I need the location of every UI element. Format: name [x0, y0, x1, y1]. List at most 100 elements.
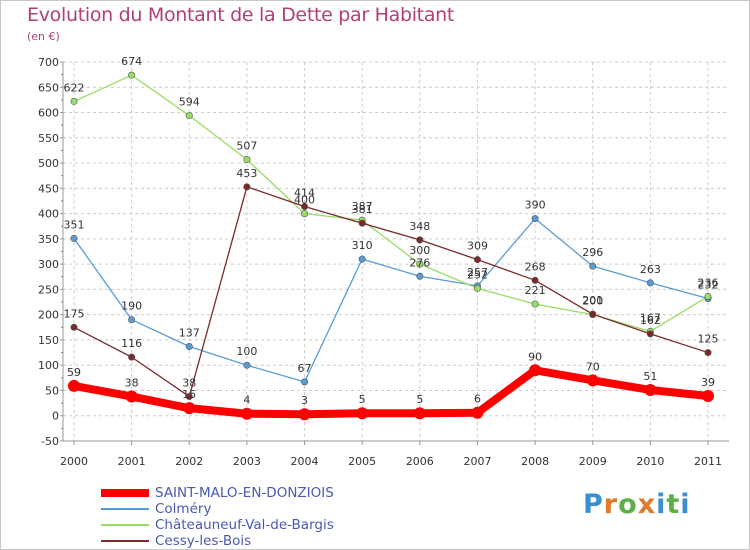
y-tick-label: 500 [38, 157, 59, 170]
data-label: 116 [121, 337, 142, 350]
data-point [471, 406, 484, 419]
x-tick-label: 2011 [694, 455, 722, 468]
data-label: 400 [294, 194, 315, 207]
data-label: 351 [64, 218, 85, 231]
data-point [416, 236, 424, 244]
data-label: 38 [125, 377, 139, 390]
data-point [589, 262, 597, 270]
data-point [704, 349, 712, 357]
data-point [185, 343, 193, 351]
data-point [702, 390, 714, 403]
data-label: 200 [582, 295, 603, 308]
data-point [185, 112, 193, 120]
logo-letter: o [618, 489, 638, 520]
logo-letter: P [583, 489, 604, 520]
x-tick-label: 2009 [579, 455, 607, 468]
x-tick-label: 2005 [348, 455, 376, 468]
y-tick-label: 100 [38, 359, 59, 372]
grid [63, 61, 729, 442]
data-label: 252 [467, 268, 488, 281]
data-point [243, 183, 251, 191]
y-tick-label: 150 [38, 334, 59, 347]
data-point [529, 364, 542, 377]
data-label: 221 [525, 284, 546, 297]
legend-item: Châteauneuf-Val-de-Bargis [101, 517, 421, 533]
data-point [416, 272, 424, 280]
data-point [68, 379, 80, 392]
data-point [70, 97, 78, 105]
data-label: 137 [179, 327, 200, 340]
logo-letter: i [656, 489, 667, 520]
legend-swatch [101, 524, 149, 526]
chart-subtitle: (en €) [27, 30, 60, 43]
x-tick-label: 2000 [60, 455, 88, 468]
data-label: 453 [236, 167, 257, 180]
x-tick-label: 2002 [175, 455, 203, 468]
data-point [70, 323, 78, 331]
data-point [183, 402, 196, 415]
x-tick-label: 2008 [521, 455, 549, 468]
legend-swatch [101, 489, 149, 497]
logo-letter: i [680, 489, 691, 520]
y-tick-label: 350 [38, 233, 59, 246]
data-point [531, 300, 539, 308]
data-point [586, 374, 599, 387]
data-label: 296 [582, 246, 603, 259]
data-label: 167 [640, 311, 661, 324]
data-point [128, 71, 136, 79]
data-point [646, 279, 654, 287]
data-label: 70 [586, 360, 600, 373]
data-label: 414 [294, 187, 315, 200]
data-point [473, 284, 481, 292]
series-line [73, 218, 709, 383]
data-point [473, 256, 481, 264]
data-label: 3 [301, 394, 308, 407]
series-line [70, 366, 712, 419]
data-label: 381 [352, 203, 373, 216]
data-label: 263 [640, 263, 661, 276]
x-tick-label: 2010 [636, 455, 664, 468]
x-tick-labels: 2000 2001 2002 2003 2004 2005 2006 2007 2008 2009… [60, 455, 722, 468]
legend-label: Cessy-les-Bois [155, 533, 252, 549]
data-label: 236 [698, 276, 719, 289]
data-label: 15 [182, 388, 196, 401]
data-point [416, 260, 424, 268]
y-tick-label: 450 [38, 182, 59, 195]
legend: SAINT-MALO-EN-DONZIOIS Colméry Châteauneuf… [101, 485, 421, 549]
data-point [128, 316, 136, 324]
data-point [413, 407, 426, 420]
proxiti-logo: Proxiti [583, 489, 691, 520]
logo-letter: x [637, 489, 657, 520]
data-point [301, 378, 309, 386]
x-tick-label: 2004 [291, 455, 319, 468]
logo-letter: t [666, 489, 681, 520]
x-tick-label: 2003 [233, 455, 261, 468]
y-tick-label: 400 [38, 208, 59, 221]
data-point [243, 156, 251, 164]
data-label: 51 [643, 370, 657, 383]
data-label: 4 [243, 394, 250, 407]
data-point [301, 210, 309, 218]
data-label: 38 [182, 377, 196, 390]
data-label: 390 [525, 199, 546, 212]
y-tick-label: 250 [38, 283, 59, 296]
data-label: 309 [467, 240, 488, 253]
series-group [68, 71, 714, 421]
data-label: 67 [298, 362, 312, 375]
data-point [356, 407, 369, 420]
y-tick-label: 200 [38, 309, 59, 322]
data-point [644, 383, 657, 396]
data-point [704, 292, 712, 300]
series-line [73, 186, 709, 398]
x-tick-label: 2001 [118, 455, 146, 468]
data-label: 90 [528, 350, 542, 363]
data-label: 310 [352, 239, 373, 252]
data-point [298, 408, 311, 421]
data-label: 594 [179, 96, 200, 109]
data-label: 507 [236, 140, 257, 153]
data-label: 39 [701, 376, 715, 389]
data-label: 5 [359, 393, 366, 406]
x-tick-label: 2007 [463, 455, 491, 468]
data-label: 257 [467, 266, 488, 279]
